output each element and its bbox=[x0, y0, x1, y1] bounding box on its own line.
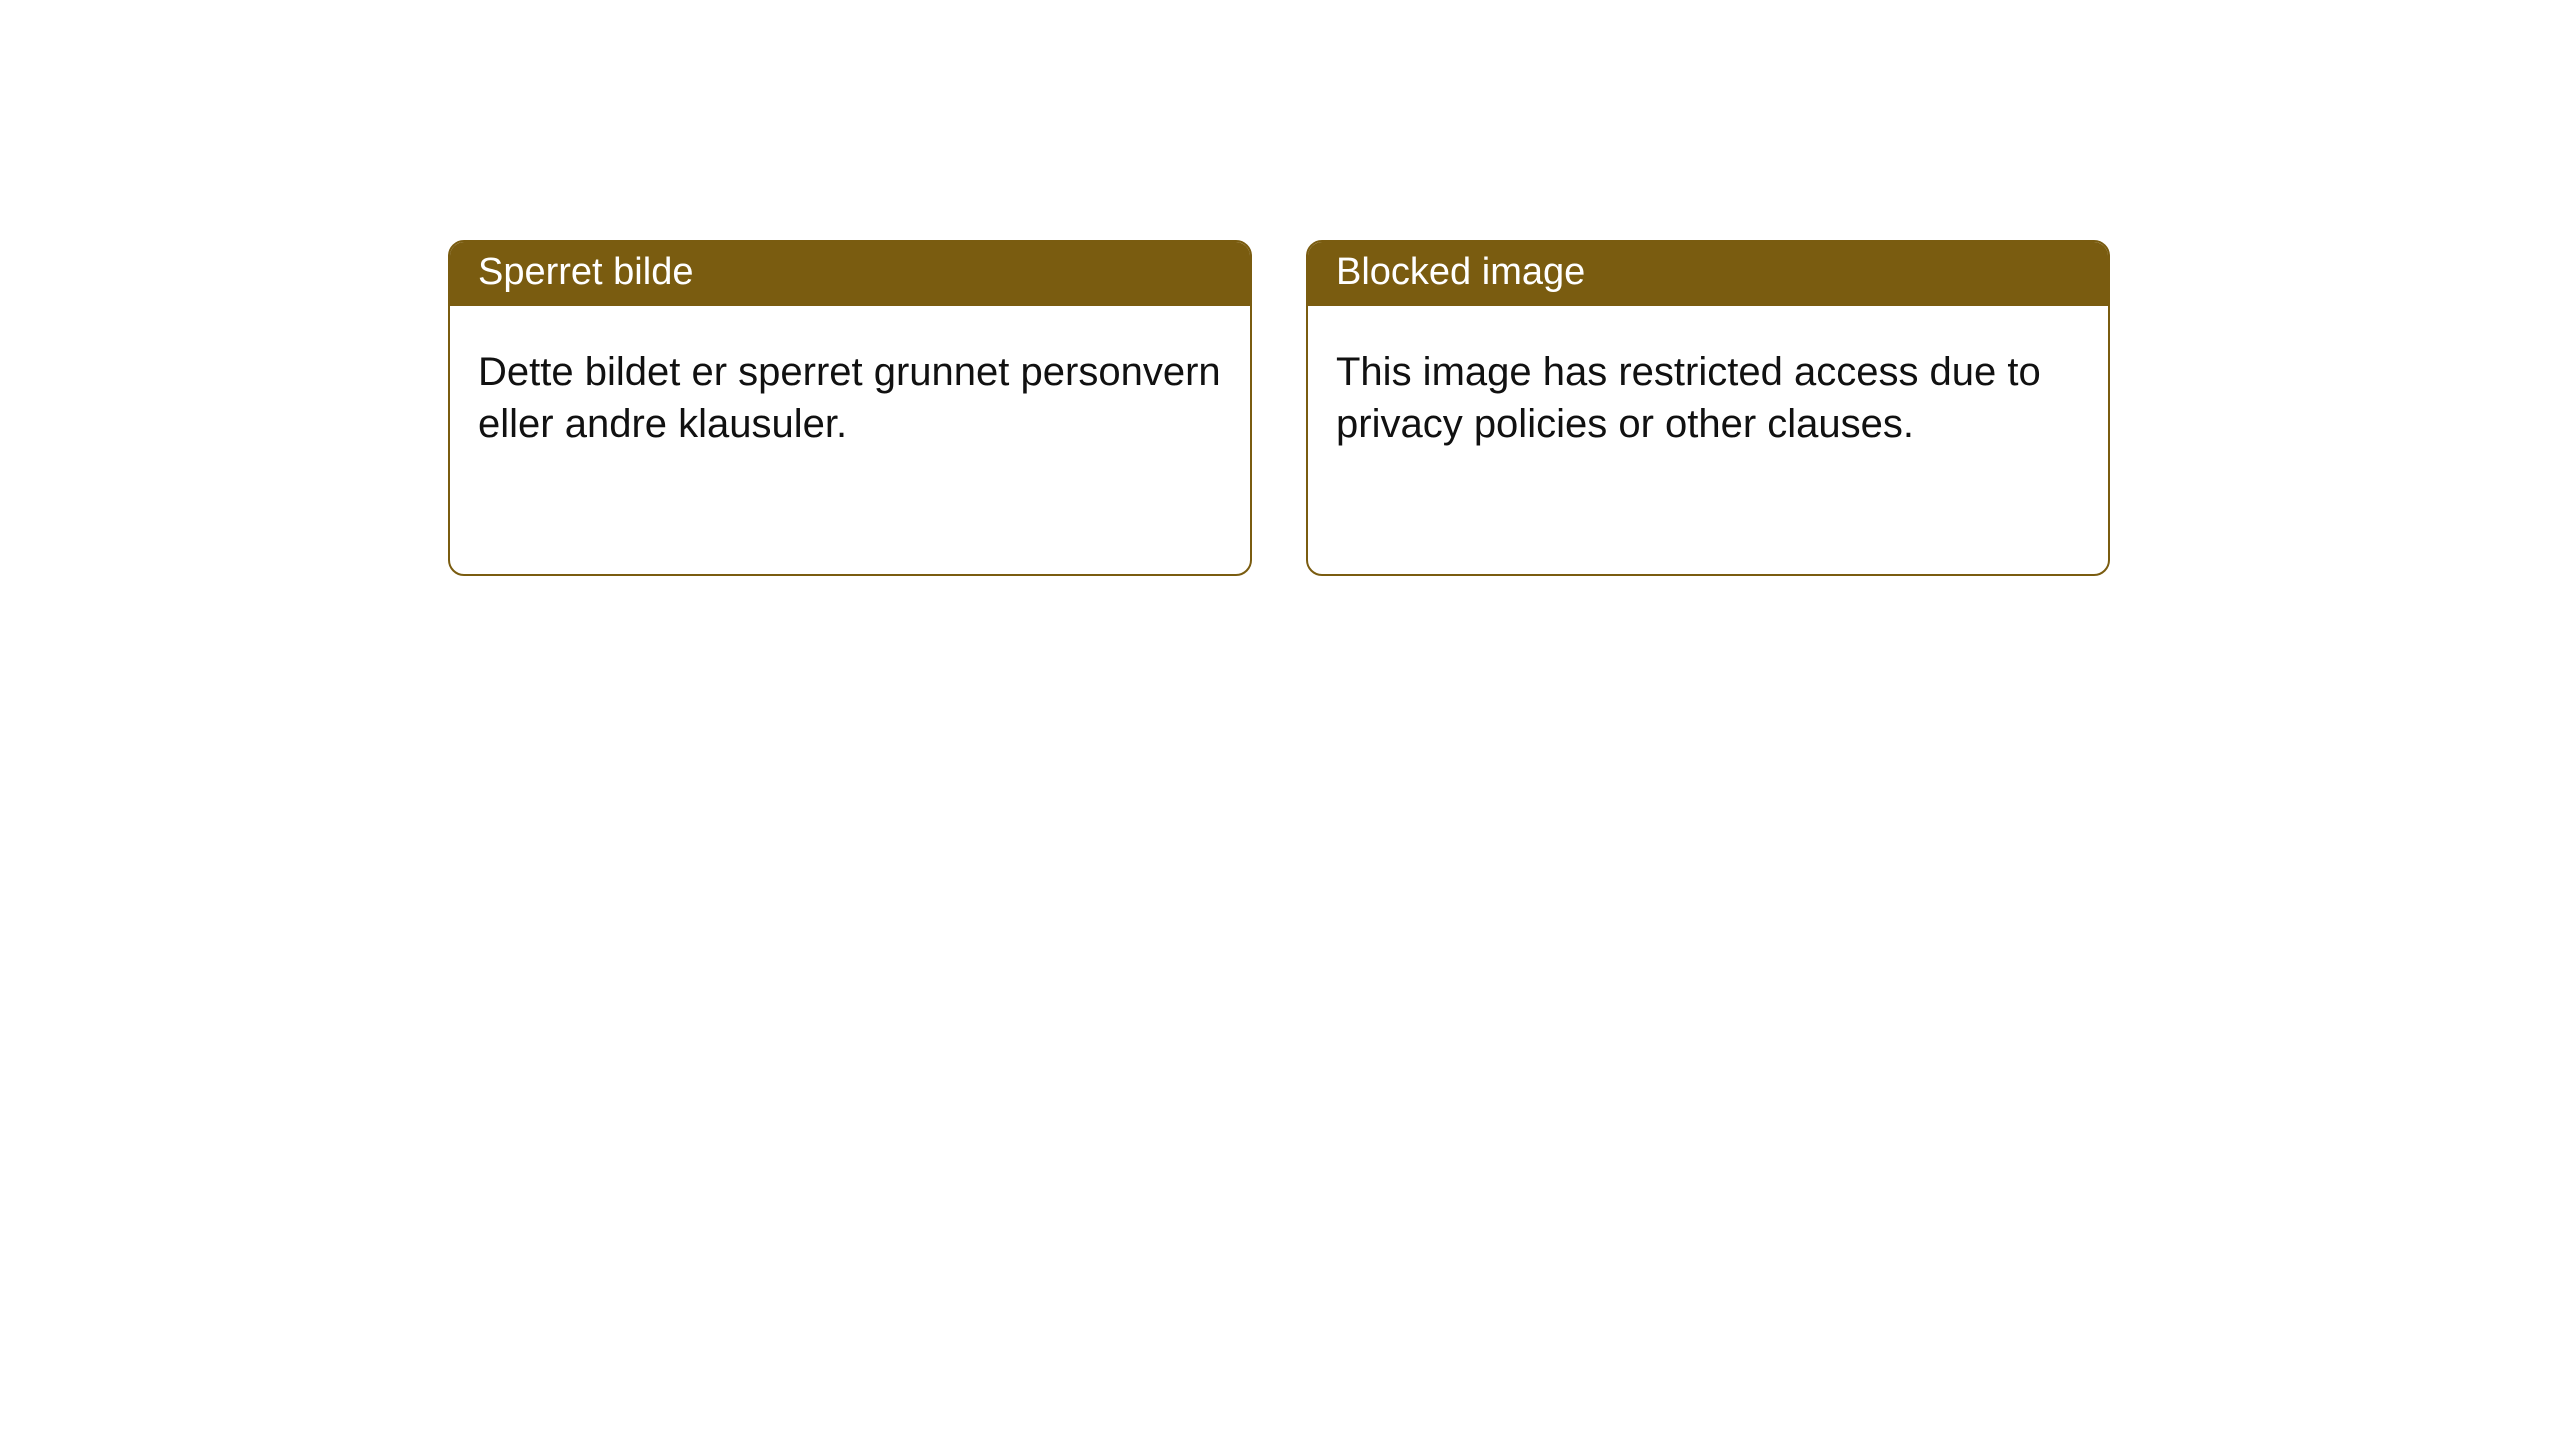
notice-body-english: This image has restricted access due to … bbox=[1308, 306, 2108, 490]
notice-container: Sperret bilde Dette bildet er sperret gr… bbox=[0, 0, 2560, 576]
notice-body-norwegian: Dette bildet er sperret grunnet personve… bbox=[450, 306, 1250, 490]
notice-card-norwegian: Sperret bilde Dette bildet er sperret gr… bbox=[448, 240, 1252, 576]
notice-text-english: This image has restricted access due to … bbox=[1336, 350, 2041, 446]
notice-text-norwegian: Dette bildet er sperret grunnet personve… bbox=[478, 350, 1221, 446]
notice-title-english: Blocked image bbox=[1336, 251, 1585, 293]
notice-title-norwegian: Sperret bilde bbox=[478, 251, 693, 293]
notice-header-english: Blocked image bbox=[1308, 242, 2108, 306]
notice-card-english: Blocked image This image has restricted … bbox=[1306, 240, 2110, 576]
notice-header-norwegian: Sperret bilde bbox=[450, 242, 1250, 306]
